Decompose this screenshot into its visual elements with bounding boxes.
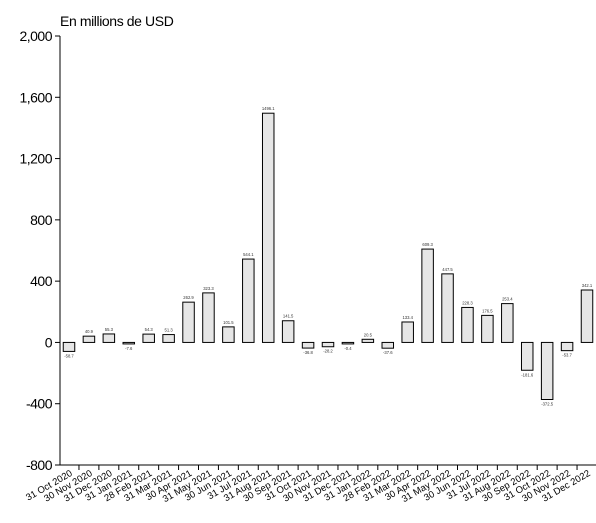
data-label: -28.2 — [323, 349, 333, 354]
y-tick-label: 400 — [30, 273, 53, 289]
bar — [580, 289, 594, 343]
data-label: -36.8 — [303, 350, 313, 355]
y-axis-unit-label: En millions de USD — [60, 13, 174, 29]
bar — [142, 333, 155, 343]
y-tick-label: 2,000 — [19, 28, 52, 44]
data-label: -181.6 — [521, 372, 534, 377]
data-label: 101.5 — [223, 320, 234, 325]
y-tick-label: -400 — [26, 396, 53, 412]
bar — [162, 334, 175, 343]
bar — [202, 292, 215, 343]
bar — [242, 258, 255, 343]
data-label: 55.3 — [105, 327, 114, 332]
data-label: 133.4 — [402, 315, 413, 320]
data-label: 20.5 — [364, 332, 373, 337]
data-label: 176.5 — [482, 308, 493, 313]
data-labels: -58.7 40.9 55.3 -7.6 54.3 51.3 262.9 323.3 101.5… — [64, 106, 593, 406]
bar — [540, 341, 554, 401]
data-label: 51.3 — [165, 328, 174, 333]
bars — [62, 112, 594, 401]
y-tick-label: 0 — [45, 334, 53, 350]
bar — [62, 341, 76, 352]
data-label: -7.6 — [125, 346, 133, 351]
bar — [122, 341, 136, 345]
bar — [401, 321, 414, 343]
y-tick-label: 1,600 — [19, 89, 52, 105]
y-tick-label: 1,200 — [19, 151, 52, 167]
bar — [82, 335, 96, 343]
data-label: 141.5 — [283, 314, 294, 319]
data-label: -37.6 — [383, 350, 393, 355]
y-tick-label: 800 — [30, 212, 53, 228]
bar — [461, 306, 474, 343]
bar — [520, 341, 534, 371]
data-label: 253.4 — [502, 297, 513, 302]
data-label: -372.5 — [541, 402, 554, 407]
data-label: 609.3 — [422, 242, 433, 247]
data-label: 262.9 — [183, 295, 194, 300]
bar — [481, 314, 494, 343]
bar — [501, 303, 514, 343]
data-label: 544.1 — [243, 252, 254, 257]
data-label: -53.7 — [562, 353, 572, 358]
bar — [361, 338, 375, 343]
bar — [321, 341, 335, 348]
data-label: 228.3 — [462, 300, 473, 305]
bar — [421, 248, 434, 343]
data-label: -58.7 — [64, 353, 74, 358]
data-label: 323.3 — [203, 286, 214, 291]
y-tick-label: -800 — [26, 457, 53, 473]
bar — [301, 341, 315, 349]
data-label: 447.5 — [442, 267, 453, 272]
data-label: 1496.1 — [262, 106, 275, 111]
bar — [222, 326, 235, 343]
bar — [182, 301, 195, 343]
bar — [261, 112, 275, 343]
bar — [102, 333, 116, 343]
bar — [381, 341, 395, 349]
bar — [441, 273, 454, 343]
data-label: 40.9 — [85, 329, 94, 334]
data-label: 342.1 — [582, 283, 593, 288]
bar — [341, 341, 355, 345]
y-axis-ticks: 2,000 1,600 1,200 800 400 0 -400 -800 — [19, 28, 60, 473]
data-label: -0.4 — [344, 346, 352, 351]
bar — [560, 341, 574, 352]
bar — [281, 320, 295, 343]
data-label: 54.3 — [145, 327, 154, 332]
